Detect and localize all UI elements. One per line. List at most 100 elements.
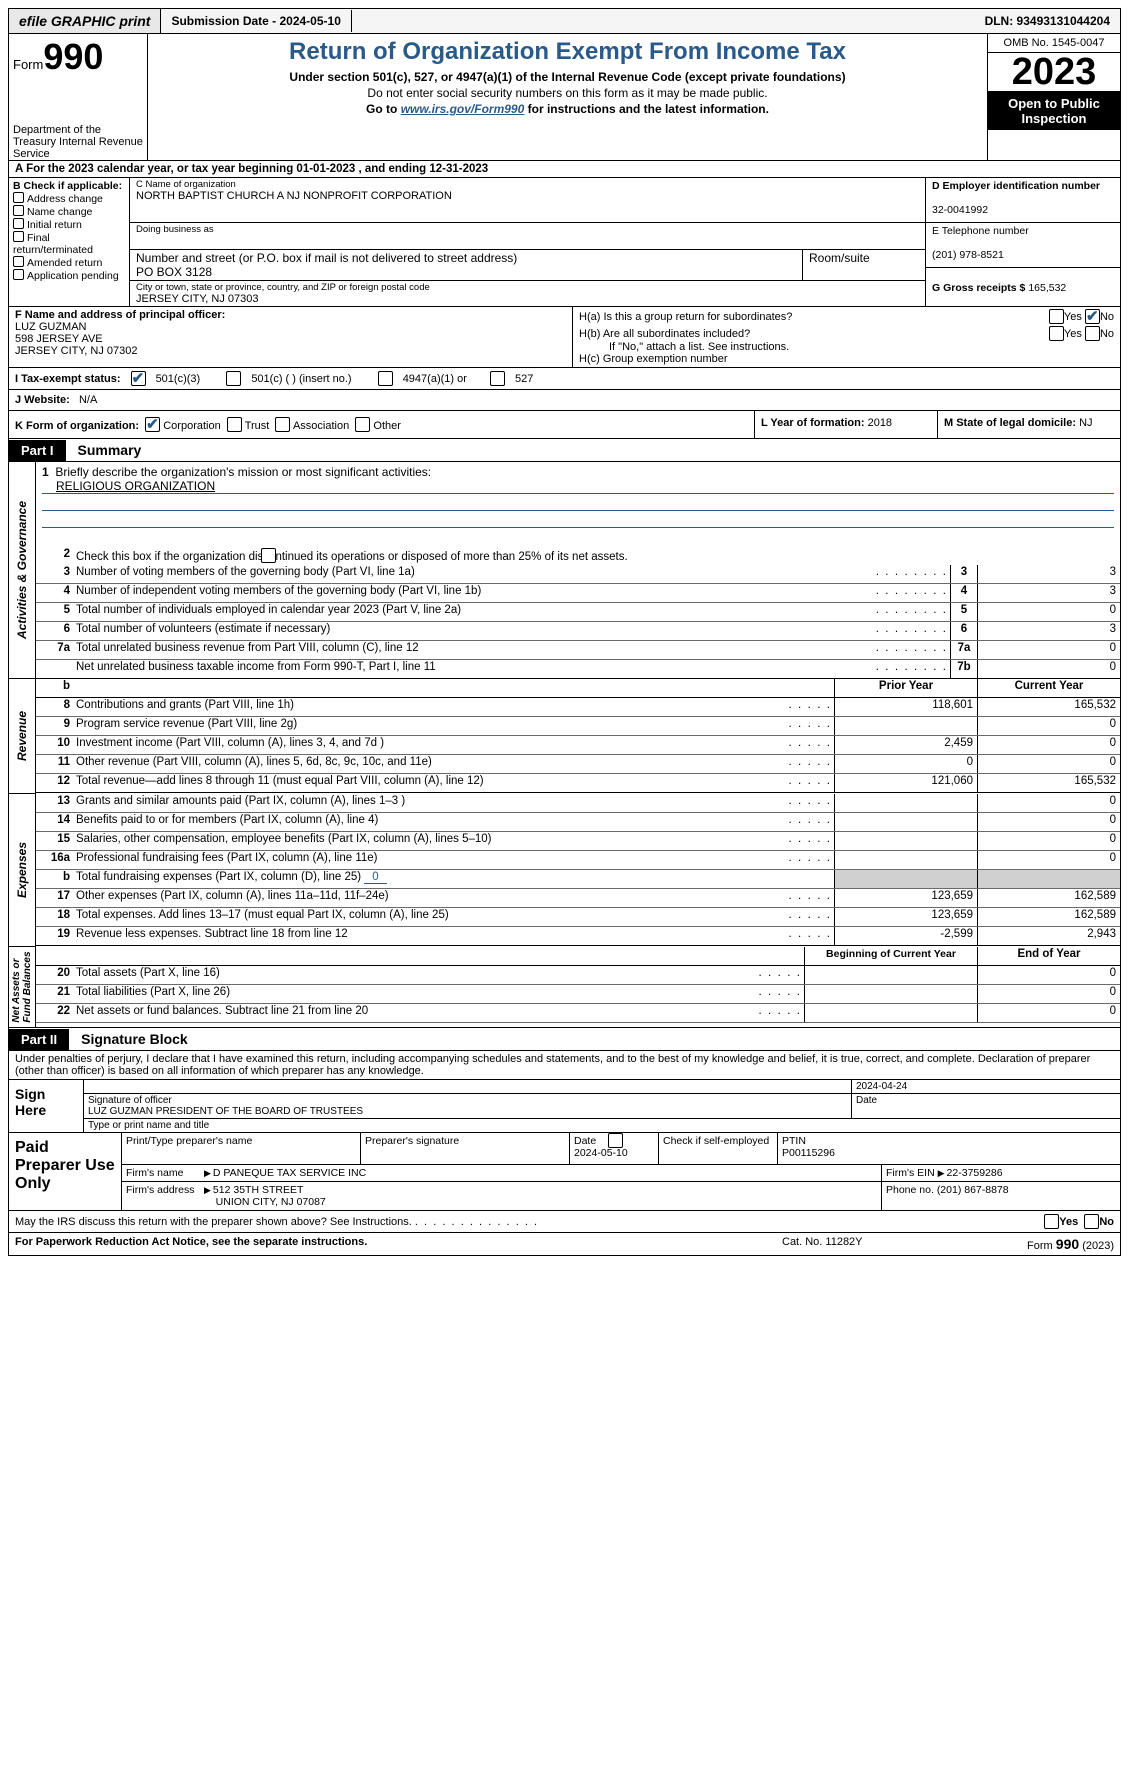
firm-phone-lbl: Phone no.	[886, 1184, 934, 1196]
chk-amended-return[interactable]: Amended return	[13, 256, 125, 269]
part1-title: Summary	[66, 439, 154, 461]
lbl-527: 527	[515, 373, 533, 385]
prep-sig-hdr: Preparer's signature	[361, 1133, 570, 1164]
top-bar: efile GRAPHIC print Submission Date - 20…	[8, 8, 1121, 34]
hb-yes[interactable]	[1049, 326, 1064, 341]
summary-line: 22Net assets or fund balances. Subtract …	[36, 1004, 1120, 1023]
summary-line: 20Total assets (Part X, line 16). . . . …	[36, 966, 1120, 985]
city-label: City or town, state or province, country…	[136, 282, 919, 293]
summary-line: 8Contributions and grants (Part VIII, li…	[36, 698, 1120, 717]
goto-pre: Go to	[366, 102, 401, 116]
gov-line: 4Number of independent voting members of…	[36, 584, 1120, 603]
form-header: Form990 Department of the Treasury Inter…	[8, 34, 1121, 161]
ha-yes[interactable]	[1049, 309, 1064, 324]
paid-preparer-block: Paid Preparer Use Only Print/Type prepar…	[8, 1133, 1121, 1211]
chk-final-return[interactable]: Final return/terminated	[13, 231, 125, 256]
hb-note: If "No," attach a list. See instructions…	[579, 341, 1114, 353]
entity-block: B Check if applicable: Address change Na…	[8, 178, 1121, 307]
hb-no[interactable]	[1085, 326, 1100, 341]
part1-header: Part I Summary	[8, 439, 1121, 462]
irs-discuss-q: May the IRS discuss this return with the…	[15, 1216, 412, 1228]
sig-name-label: Type or print name and title	[84, 1119, 1120, 1132]
hb-label: H(b) Are all subordinates included?	[579, 328, 1049, 340]
summary-line: 12Total revenue—add lines 8 through 11 (…	[36, 774, 1120, 793]
part1-tag: Part I	[9, 440, 66, 461]
chk-4947[interactable]	[378, 371, 393, 386]
officer-addr1: 598 JERSEY AVE	[15, 333, 103, 345]
lbl-assoc: Association	[293, 420, 349, 432]
signature-block: Under penalties of perjury, I declare th…	[8, 1051, 1121, 1133]
vtab-expenses: Expenses	[15, 842, 29, 898]
no-label-2: No	[1100, 328, 1114, 340]
line-16b-num: b	[36, 870, 72, 888]
row-klm: K Form of organization: Corporation Trus…	[8, 411, 1121, 439]
chk-corp[interactable]	[145, 417, 160, 432]
summary-line: 18Total expenses. Add lines 13–17 (must …	[36, 908, 1120, 927]
section-governance: Activities & Governance 1 Briefly descri…	[8, 462, 1121, 679]
vtab-net-assets: Net Assets orFund Balances	[11, 951, 33, 1022]
state-domicile-value: NJ	[1079, 417, 1092, 429]
form-org-label: K Form of organization:	[15, 420, 139, 432]
sig-declaration: Under penalties of perjury, I declare th…	[9, 1051, 1120, 1080]
row-i-tax-status: I Tax-exempt status: 501(c)(3) 501(c) ( …	[8, 368, 1121, 390]
summary-line: 10Investment income (Part VIII, column (…	[36, 736, 1120, 755]
lbl-4947: 4947(a)(1) or	[403, 373, 467, 385]
chk-other[interactable]	[355, 417, 370, 432]
section-revenue: Revenue b Prior Year Current Year 8Contr…	[8, 679, 1121, 794]
chk-irs-yes[interactable]	[1044, 1214, 1059, 1229]
lbl-other: Other	[373, 420, 401, 432]
open-to-public: Open to Public Inspection	[988, 92, 1120, 130]
summary-line: 21Total liabilities (Part X, line 26). .…	[36, 985, 1120, 1004]
dba-label: Doing business as	[136, 224, 919, 235]
irs-no: No	[1099, 1216, 1114, 1228]
efile-print-button[interactable]: efile GRAPHIC print	[9, 9, 161, 33]
firm-ein-lbl: Firm's EIN	[886, 1167, 935, 1179]
summary-line: 14Benefits paid to or for members (Part …	[36, 813, 1120, 832]
year-formation-label: L Year of formation:	[761, 417, 865, 429]
gross-receipts-value: 165,532	[1028, 282, 1066, 294]
ein-label: D Employer identification number	[932, 180, 1100, 192]
part2-title: Signature Block	[69, 1028, 200, 1050]
hdr-prior-year: Prior Year	[834, 679, 977, 697]
chk-501c3[interactable]	[131, 371, 146, 386]
goto-post: for instructions and the latest informat…	[524, 102, 769, 116]
chk-address-change[interactable]: Address change	[13, 192, 125, 205]
irs-discuss-row: May the IRS discuss this return with the…	[8, 1211, 1121, 1233]
chk-self-employed[interactable]	[608, 1133, 623, 1148]
summary-line: 16aProfessional fundraising fees (Part I…	[36, 851, 1120, 870]
firm-addr2: UNION CITY, NJ 07087	[216, 1196, 326, 1208]
chk-irs-no[interactable]	[1084, 1214, 1099, 1229]
chk-application-pending[interactable]: Application pending	[13, 269, 125, 282]
hdr-end-year: End of Year	[977, 947, 1120, 965]
hc-label: H(c) Group exemption number	[579, 353, 1114, 365]
dept-treasury: Department of the Treasury Internal Reve…	[13, 124, 143, 160]
ha-no[interactable]	[1085, 309, 1100, 324]
chk-name-change[interactable]: Name change	[13, 205, 125, 218]
part2-header: Part II Signature Block	[8, 1028, 1121, 1051]
room-suite-label: Room/suite	[809, 251, 919, 265]
chk-assoc[interactable]	[275, 417, 290, 432]
lbl-trust: Trust	[245, 420, 270, 432]
chk-527[interactable]	[490, 371, 505, 386]
chk-trust[interactable]	[227, 417, 242, 432]
paid-preparer-label: Paid Preparer Use Only	[9, 1133, 122, 1210]
yes-label-2: Yes	[1064, 328, 1082, 340]
gov-line: 5Total number of individuals employed in…	[36, 603, 1120, 622]
irs-link[interactable]: www.irs.gov/Form990	[401, 102, 525, 116]
summary-line: 17Other expenses (Part IX, column (A), l…	[36, 889, 1120, 908]
tax-status-label: I Tax-exempt status:	[15, 373, 121, 385]
chk-501c[interactable]	[226, 371, 241, 386]
line-16b-val: 0	[364, 871, 386, 884]
submission-date: Submission Date - 2024-05-10	[161, 10, 351, 32]
firm-addr-lbl: Firm's address	[122, 1182, 200, 1210]
sig-officer-label: Signature of officer	[88, 1095, 172, 1106]
chk-initial-return[interactable]: Initial return	[13, 218, 125, 231]
row-j-website: J Website: N/A	[8, 390, 1121, 411]
gross-receipts-label: G Gross receipts $	[932, 282, 1025, 294]
prep-name-hdr: Print/Type preparer's name	[122, 1133, 361, 1164]
mission-label: Briefly describe the organization's miss…	[55, 465, 431, 479]
chk-discontinued[interactable]	[261, 548, 276, 563]
prep-date-val: 2024-05-10	[574, 1147, 628, 1159]
summary-line: 19Revenue less expenses. Subtract line 1…	[36, 927, 1120, 946]
hdr-current-year: Current Year	[977, 679, 1120, 697]
